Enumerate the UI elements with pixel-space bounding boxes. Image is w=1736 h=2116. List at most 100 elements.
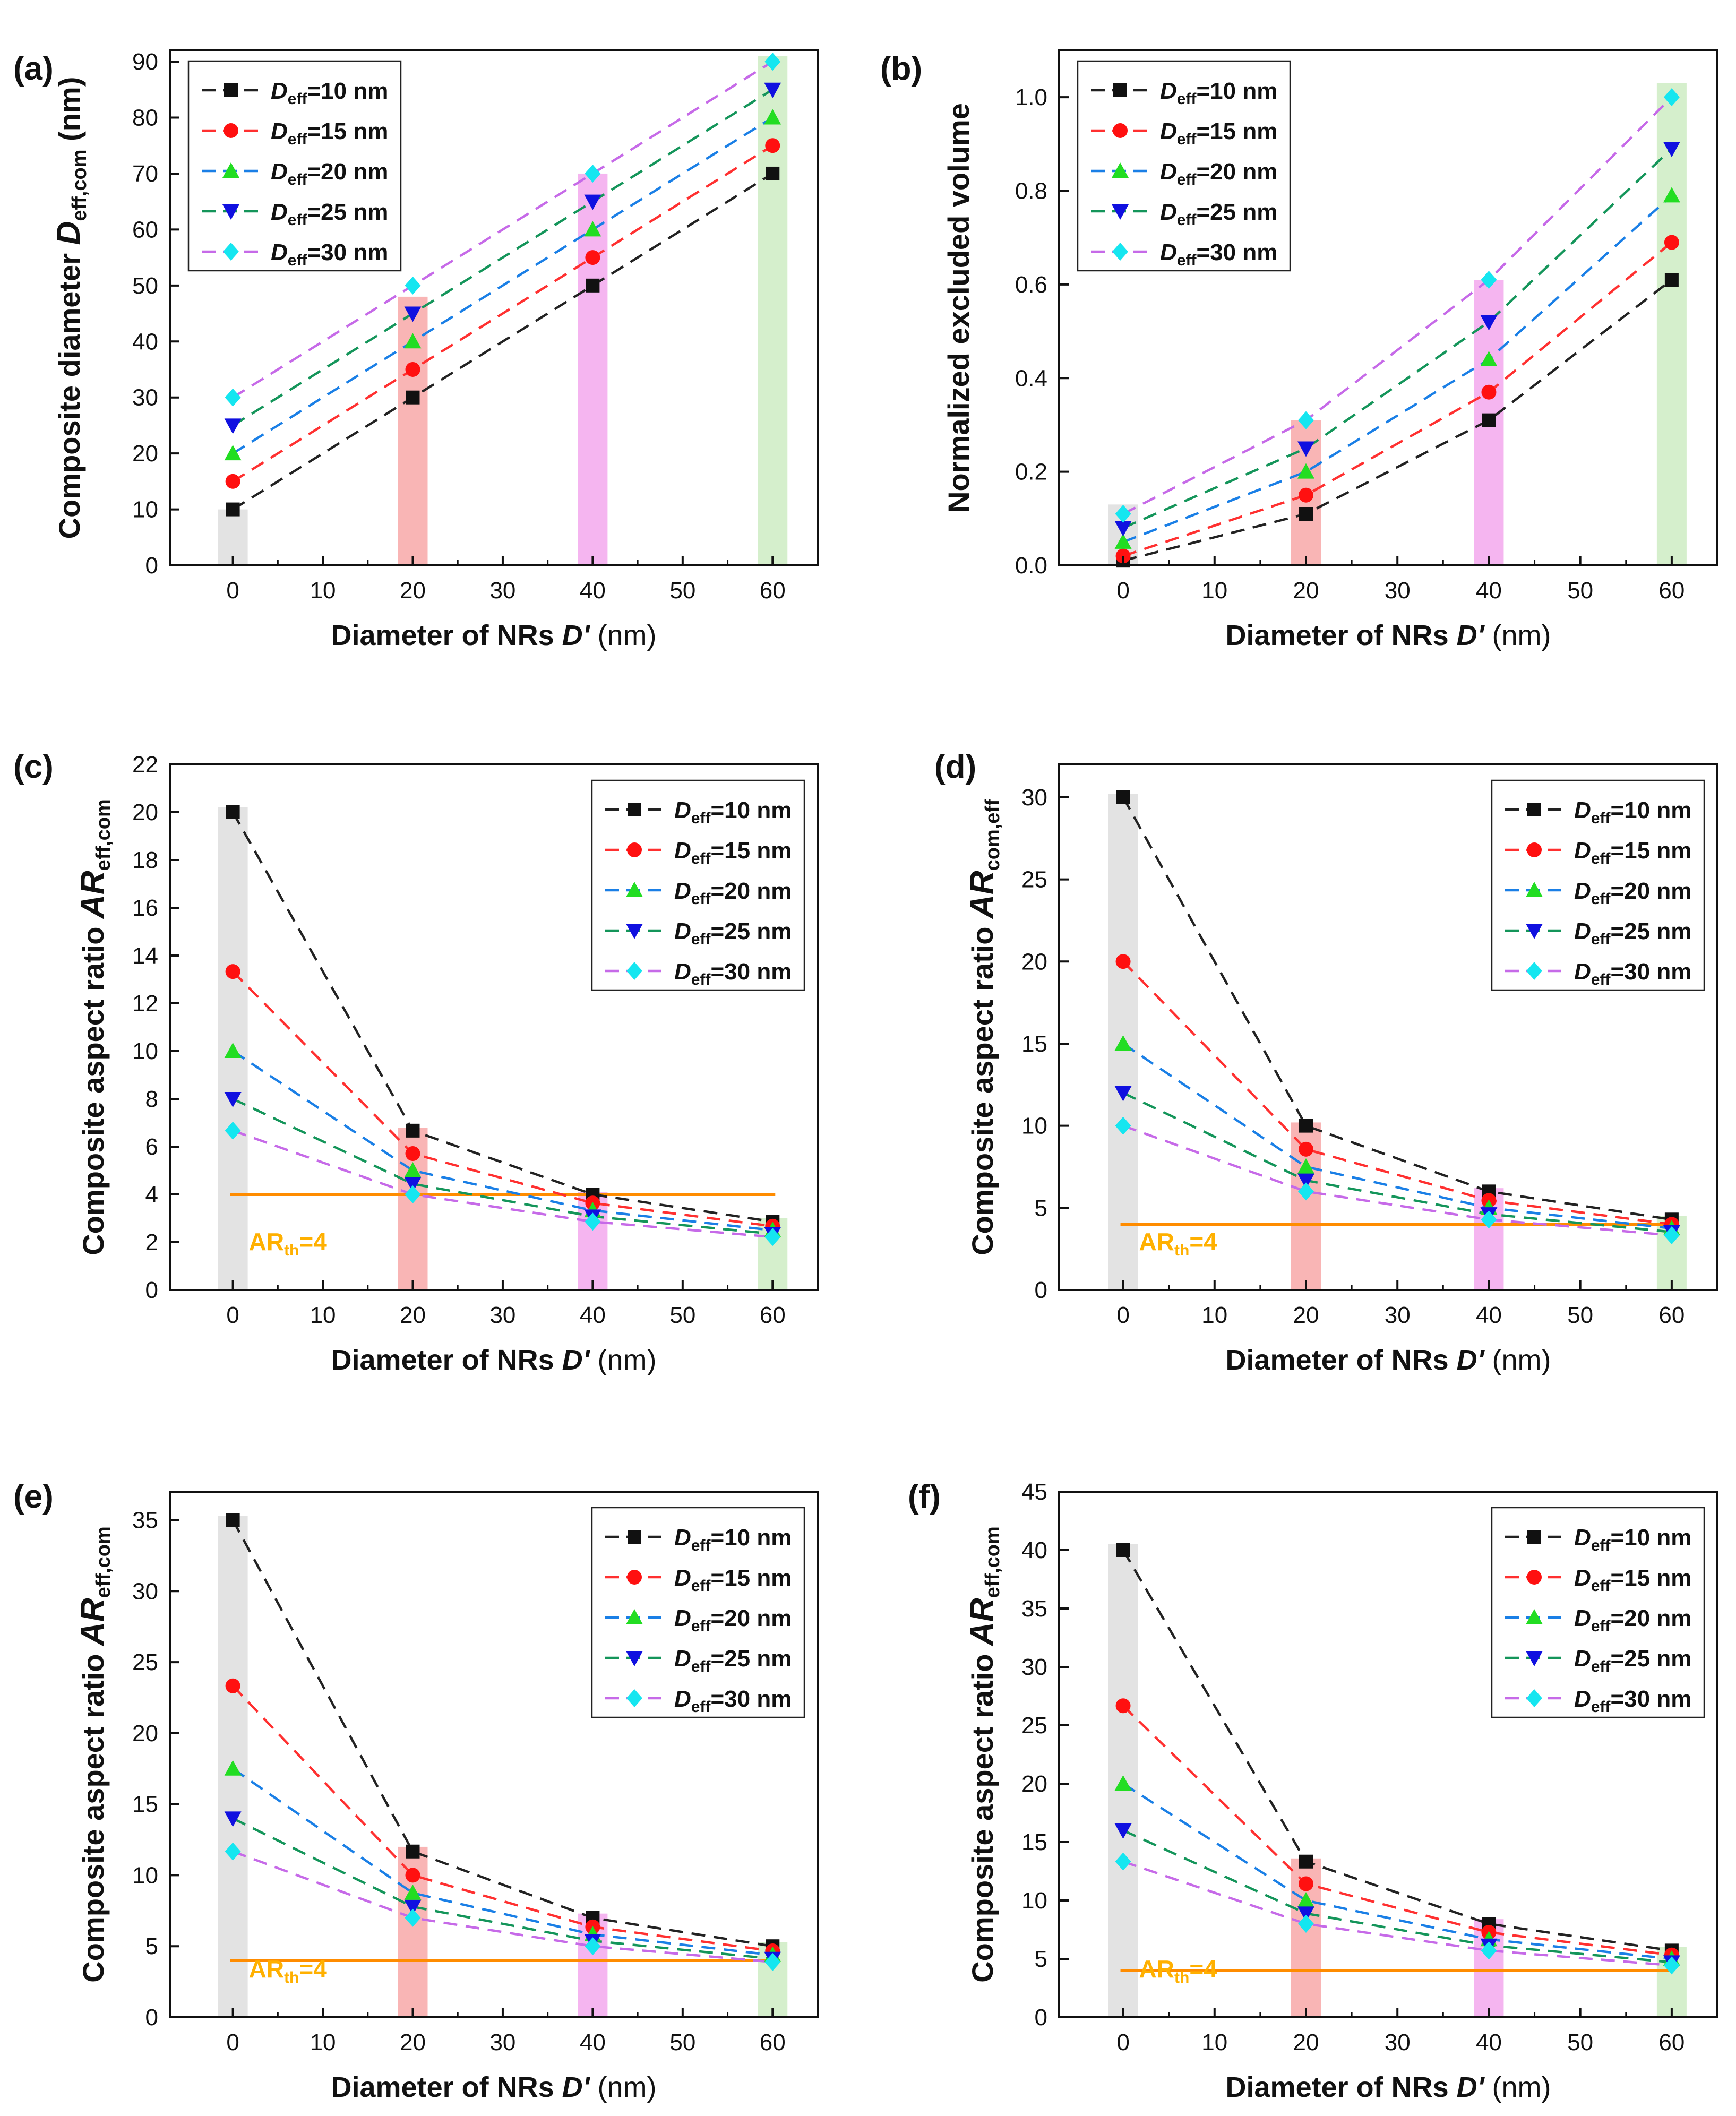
data-point bbox=[1115, 1852, 1131, 1871]
x-tick-label: 50 bbox=[669, 2029, 695, 2055]
data-point bbox=[406, 1844, 420, 1859]
y-tick-label: 30 bbox=[132, 385, 158, 411]
legend-label-4: Deff=25 nm bbox=[1574, 918, 1691, 948]
data-point bbox=[406, 390, 420, 405]
data-point bbox=[405, 276, 421, 295]
data-point bbox=[764, 1228, 781, 1246]
threshold-label-main: AR bbox=[1139, 1228, 1174, 1255]
legend-value: =15 nm bbox=[1610, 838, 1691, 864]
legend-marker-1 bbox=[628, 803, 641, 816]
y-tick-label: 0 bbox=[1035, 2005, 1047, 2031]
legend-symbol: D bbox=[1574, 918, 1591, 944]
legend-marker-3 bbox=[1112, 162, 1129, 178]
x-axis-label-text: Diameter of NRs bbox=[331, 620, 562, 651]
legend-value: =10 nm bbox=[1610, 1525, 1691, 1551]
series-line-3 bbox=[232, 116, 774, 455]
x-axis-label-unit: (nm) bbox=[1484, 620, 1551, 651]
y-axis-label-text: Composite aspect ratio bbox=[76, 918, 110, 1255]
legend-subscript: eff bbox=[1177, 252, 1197, 269]
series-line-1 bbox=[232, 173, 774, 511]
y-tick-label: 0 bbox=[1035, 1277, 1047, 1303]
y-axis-label: Composite aspect ratio AReff,com bbox=[74, 1526, 115, 1983]
y-tick-label: 6 bbox=[145, 1134, 158, 1160]
legend-label-3: Deff=20 nm bbox=[674, 1605, 792, 1635]
legend-marker-5 bbox=[1112, 243, 1128, 261]
legend-value: =30 nm bbox=[1610, 959, 1691, 985]
y-tick-label: 40 bbox=[1021, 1537, 1047, 1563]
legend-symbol: D bbox=[1574, 1565, 1591, 1591]
x-axis-label-text: Diameter of NRs bbox=[1226, 620, 1457, 651]
legend-value: =30 nm bbox=[710, 1686, 792, 1712]
legend-subscript: eff bbox=[1591, 890, 1611, 908]
legend-box bbox=[1491, 1507, 1705, 1718]
legend-marker-2 bbox=[627, 842, 642, 857]
legend-symbol: D bbox=[674, 959, 691, 985]
data-point bbox=[1115, 1116, 1131, 1135]
data-point bbox=[1297, 463, 1314, 479]
x-tick-label: 0 bbox=[226, 1302, 239, 1328]
x-axis-label-text: Diameter of NRs bbox=[1226, 1344, 1457, 1376]
series-line-2 bbox=[232, 970, 773, 1228]
legend-label-4: Deff=25 nm bbox=[674, 918, 792, 948]
data-point bbox=[1299, 1854, 1313, 1869]
threshold-label: ARth=4 bbox=[1139, 1228, 1218, 1259]
legend-symbol: D bbox=[674, 1565, 691, 1591]
threshold-label-post: =4 bbox=[1189, 1955, 1217, 1983]
y-tick-label: 35 bbox=[132, 1508, 158, 1534]
data-point bbox=[1480, 351, 1498, 366]
series-line-4 bbox=[1122, 148, 1673, 529]
data-point bbox=[1298, 1915, 1314, 1933]
legend-marker-4 bbox=[626, 1651, 643, 1666]
data-point bbox=[404, 306, 422, 322]
x-tick-label: 10 bbox=[1201, 1302, 1227, 1328]
legend-subscript: eff bbox=[691, 810, 711, 827]
series-line-3 bbox=[1122, 1043, 1672, 1230]
data-point bbox=[1298, 1182, 1314, 1201]
plot-frame bbox=[1058, 763, 1718, 1291]
series-line-4 bbox=[232, 1097, 773, 1235]
legend-marker-1 bbox=[1113, 83, 1127, 97]
data-point bbox=[764, 1952, 781, 1971]
x-axis-label-unit: (nm) bbox=[1484, 2071, 1551, 2103]
x-axis-label-unit: (nm) bbox=[1484, 1344, 1551, 1376]
legend-subscript: eff bbox=[1177, 171, 1197, 188]
y-tick-label: 15 bbox=[1021, 1031, 1047, 1057]
legend-value: =10 nm bbox=[710, 1525, 792, 1551]
legend-subscript: eff bbox=[288, 90, 308, 108]
x-axis-label: Diameter of NRs D' (nm) bbox=[1226, 1344, 1551, 1376]
data-point bbox=[1298, 411, 1314, 429]
x-axis-label: Diameter of NRs D' (nm) bbox=[1226, 620, 1551, 651]
y-tick-label: 70 bbox=[132, 161, 158, 187]
y-tick-label: 5 bbox=[1035, 1195, 1047, 1221]
x-tick-label: 60 bbox=[1658, 1302, 1685, 1328]
series-line-3 bbox=[1122, 194, 1673, 544]
data-point bbox=[1114, 1823, 1132, 1839]
x-tick-label: 40 bbox=[1476, 578, 1502, 604]
threshold-label-main: AR bbox=[249, 1955, 284, 1983]
y-axis-label-symbol: AR bbox=[964, 871, 1000, 919]
legend-box bbox=[591, 779, 805, 991]
x-axis-label-symbol: D' bbox=[562, 1344, 591, 1376]
legend-subscript: eff bbox=[1177, 90, 1197, 108]
plot-frame bbox=[1058, 1491, 1718, 2018]
y-tick-label: 0 bbox=[145, 1277, 158, 1303]
threshold-label-main: AR bbox=[1139, 1955, 1174, 1983]
x-axis-label-text: Diameter of NRs bbox=[331, 2071, 562, 2103]
legend-subscript: eff bbox=[1591, 850, 1611, 867]
x-tick-label: 60 bbox=[760, 1302, 786, 1328]
y-tick-label: 10 bbox=[1021, 1113, 1047, 1139]
legend-marker-5 bbox=[223, 243, 239, 261]
series-line-2 bbox=[1122, 960, 1672, 1226]
series-line-3 bbox=[232, 1767, 773, 1957]
y-tick-label: 5 bbox=[1035, 1946, 1047, 1972]
legend-subscript: eff bbox=[288, 211, 308, 229]
data-point bbox=[1481, 271, 1497, 289]
series-line-2 bbox=[232, 144, 774, 483]
legend-marker-1 bbox=[1527, 1530, 1541, 1544]
x-tick-label: 10 bbox=[1201, 578, 1227, 604]
y-tick-label: 0.2 bbox=[1015, 459, 1047, 485]
legend-value: =30 nm bbox=[710, 959, 792, 985]
data-point bbox=[1116, 1543, 1130, 1557]
